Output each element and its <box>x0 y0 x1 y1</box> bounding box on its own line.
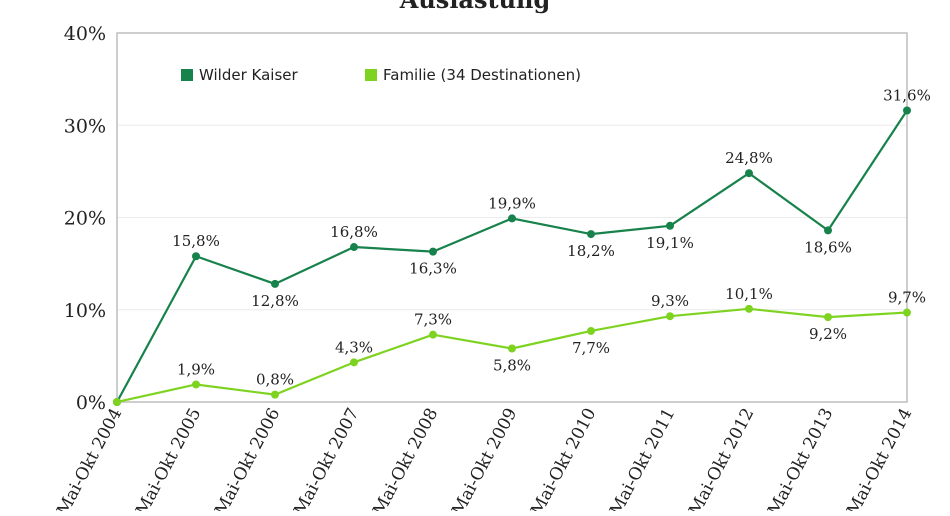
data-label: 7,3% <box>414 311 452 329</box>
x-tick-label: Mai-Okt 2008 <box>369 405 442 511</box>
data-point <box>350 358 358 367</box>
chart-title: Auslastung <box>399 0 551 14</box>
data-label: 7,7% <box>572 339 610 357</box>
data-point <box>192 252 200 261</box>
x-tick-label: Mai-Okt 2006 <box>211 405 284 511</box>
data-label: 9,7% <box>888 289 926 307</box>
data-point <box>587 326 595 335</box>
x-tick-label: Mai-Okt 2013 <box>764 405 837 511</box>
x-axis: Mai-Okt 2004 Mai-Okt 2005 Mai-Okt 2006 Mai-… <box>53 405 916 516</box>
data-label: 12,8% <box>251 292 299 310</box>
x-tick-label: Mai-Okt 2007 <box>290 405 363 511</box>
series-line <box>116 307 908 404</box>
data-point <box>903 106 911 115</box>
data-point <box>271 279 279 288</box>
x-tick-label: Mai-Okt 2014 <box>843 405 916 511</box>
data-label: 9,2% <box>809 325 847 343</box>
legend: Wilder Kaiser Familie (34 Destinationen) <box>181 66 581 84</box>
data-point <box>113 398 121 406</box>
x-tick-label: Mai-Okt 2010 <box>527 405 600 511</box>
data-point <box>903 308 911 317</box>
data-point <box>271 390 279 399</box>
legend-label: Familie (34 Destinationen) <box>383 66 581 84</box>
data-point <box>666 312 674 321</box>
x-tick-label: Mai-Okt 2005 <box>132 405 205 511</box>
x-tick-label: Mai-Okt 2004 <box>53 405 126 511</box>
data-label: 16,3% <box>409 260 457 278</box>
data-labels: 15,8% 12,8% 16,8% 16,3% 19,9% 18,2% 19,1% 24,8%… <box>172 86 931 388</box>
y-tick-label: 30% <box>64 115 106 137</box>
data-point <box>587 230 595 239</box>
x-tick-label: Mai-Okt 2012 <box>685 405 758 511</box>
y-tick-label: 10% <box>64 300 106 322</box>
y-tick-label: 0% <box>76 392 106 414</box>
legend-label: Wilder Kaiser <box>199 66 298 84</box>
data-point <box>508 214 516 223</box>
data-label: 18,6% <box>804 238 852 256</box>
data-point <box>350 243 358 252</box>
data-label: 10,1% <box>725 285 773 303</box>
data-label: 0,8% <box>256 371 294 389</box>
plot-frame <box>116 32 908 403</box>
legend-swatch <box>181 69 193 81</box>
data-point <box>666 221 674 230</box>
data-label: 5,8% <box>493 356 531 374</box>
data-label: 24,8% <box>725 149 773 167</box>
x-tick-label: Mai-Okt 2009 <box>448 405 521 511</box>
data-point <box>429 330 437 339</box>
data-point <box>192 380 200 389</box>
y-tick-label: 40% <box>64 23 106 45</box>
data-label: 4,3% <box>335 338 373 356</box>
y-tick-label: 20% <box>64 208 106 230</box>
data-point <box>745 169 753 178</box>
data-label: 31,6% <box>883 86 931 104</box>
data-label: 1,9% <box>177 360 215 378</box>
y-axis: 0% 10% 20% 30% 40% <box>64 23 106 414</box>
legend-swatch <box>365 69 377 81</box>
data-label: 19,9% <box>488 194 536 212</box>
data-label: 18,2% <box>567 242 615 260</box>
data-label: 9,3% <box>651 292 689 310</box>
data-point <box>508 344 516 353</box>
data-point <box>745 304 753 313</box>
data-point <box>429 247 437 256</box>
series <box>113 106 911 406</box>
data-label: 16,8% <box>330 223 378 241</box>
x-tick-label: Mai-Okt 2011 <box>606 405 679 511</box>
data-label: 19,1% <box>646 234 694 252</box>
data-label: 15,8% <box>172 232 220 250</box>
data-point <box>824 313 832 322</box>
data-point <box>824 226 832 235</box>
